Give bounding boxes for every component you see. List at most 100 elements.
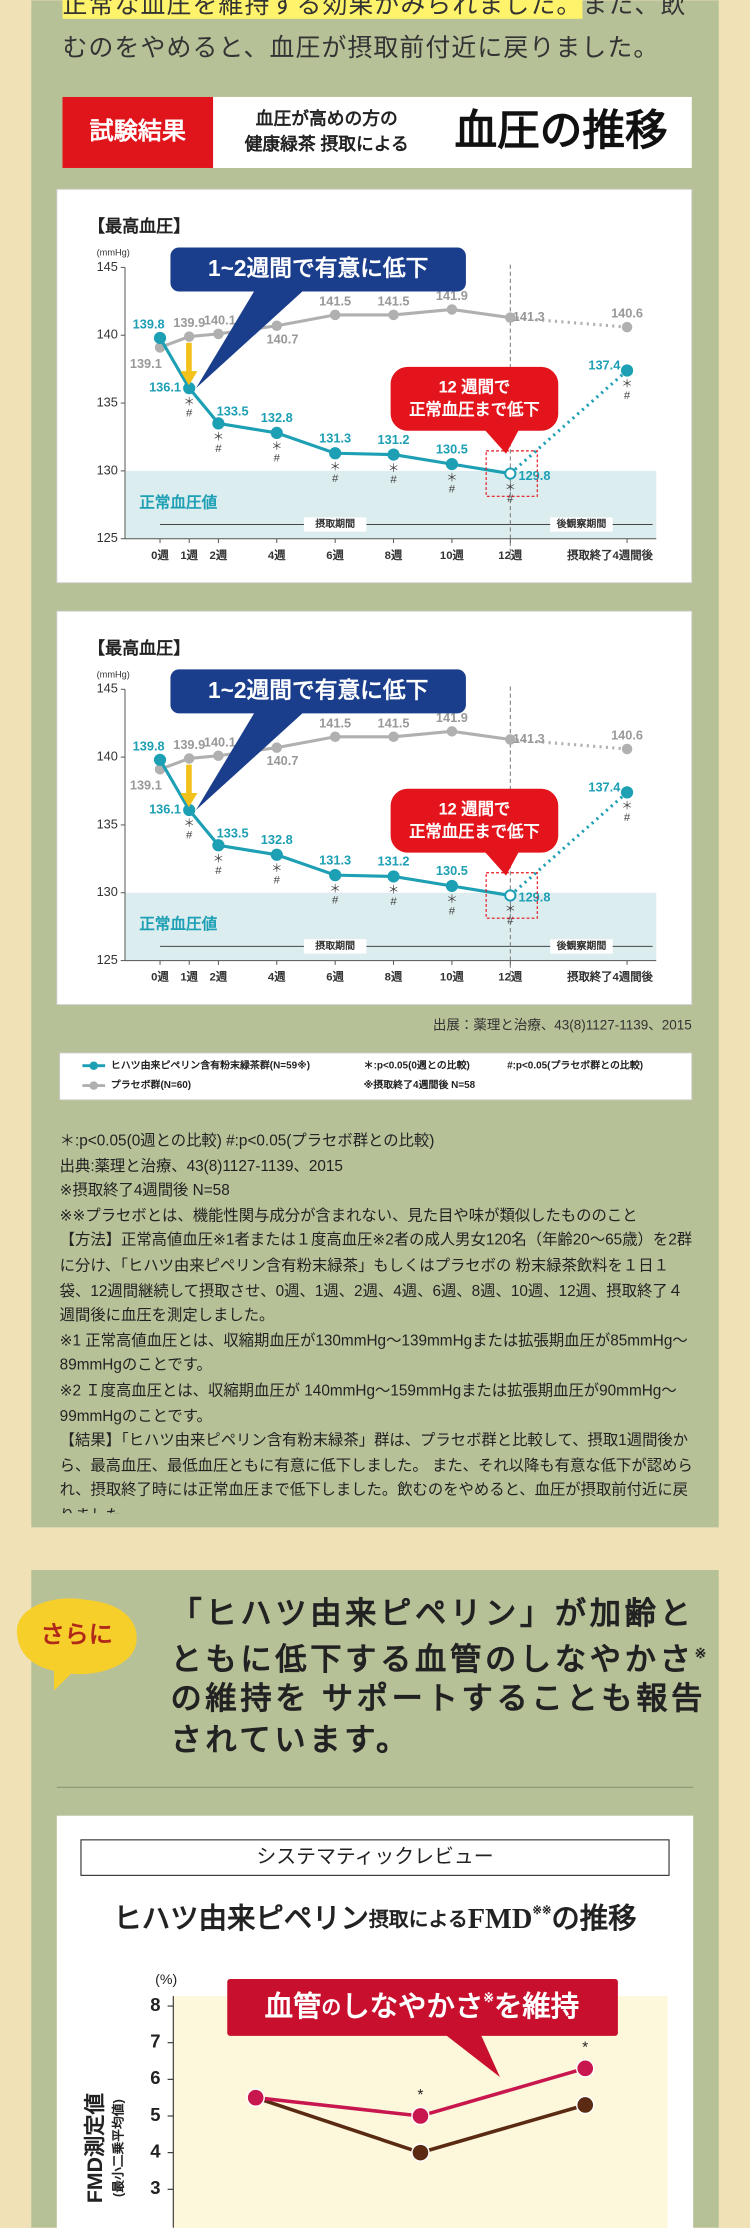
legend-note: ※摂取終了4週間後 N=58: [364, 1078, 476, 1091]
significance-mark: ＊: [505, 904, 516, 916]
review-label-box: [80, 1839, 670, 1876]
callout-pointer: [482, 427, 520, 454]
significance-mark: #: [274, 452, 281, 464]
y-tick-label: 140: [97, 748, 118, 763]
significance-mark: #: [215, 865, 222, 877]
callout-box: [170, 247, 466, 292]
data-point: [270, 426, 283, 440]
value-label: 129.8: [518, 468, 550, 483]
value-label: 131.2: [378, 854, 410, 869]
y-tick-label: 135: [97, 394, 118, 409]
annotation: 血管のしなやかさ※を維持: [265, 1989, 580, 2022]
data-point: [505, 312, 516, 323]
x-tick-label: 10週: [440, 970, 465, 984]
data-point: [212, 839, 225, 852]
value-label: 137.4: [588, 358, 621, 373]
series-line: [509, 369, 629, 475]
title-part: ヒハツ由来ピペリン: [113, 1902, 369, 1934]
series-line: [510, 737, 628, 751]
legend-swatch-dot: [89, 1081, 99, 1090]
significance-mark: ＊: [621, 801, 632, 813]
period-label: 摂取期間: [315, 939, 355, 952]
series-line: [158, 759, 511, 898]
period-label-bg: [303, 517, 367, 532]
result-subtitle: 健康緑茶 摂取による: [244, 133, 409, 154]
highlight-square: [485, 872, 538, 919]
value-label: 141.3: [513, 731, 545, 746]
data-point: [213, 750, 224, 762]
y-tick-label: 4: [150, 2141, 161, 2162]
x-tick-label: 0週: [151, 548, 169, 562]
y-unit: (mmHg): [97, 248, 130, 258]
data-point: [445, 457, 459, 471]
significance-mark: #: [274, 874, 281, 886]
result-subtitle: 血圧が高めの方の: [256, 107, 398, 128]
value-label: 131.3: [319, 852, 351, 867]
source: 出展：薬理と治療、43(8)1127-1139、2015: [433, 1017, 692, 1032]
y-tick-label: 140: [97, 327, 118, 342]
highlight: 「ヒハツ由来ピペリン」が加齢とともに低下する血管のしなやかさ※ の維持を サポート…: [170, 1596, 706, 1758]
intro-highlight: 正常な血圧を維持する効果がみられました。: [62, 0, 583, 19]
x-tick-label: 2週: [210, 970, 228, 984]
x-tick-label: 4週: [268, 548, 286, 562]
data-point: [411, 2106, 430, 2126]
data-point: [212, 417, 225, 430]
x-tick-label: 1週: [180, 970, 198, 984]
fmd-chart: (%) 3 4 5 6 7 8 FMD測定値 (最小二乗平均値) * * 血管のしなやかさ※を維持: [83, 1972, 668, 2228]
significance-mark: ＊: [329, 461, 340, 473]
period-label-bg: [303, 939, 367, 954]
annotation-part: を維持: [494, 1989, 579, 2022]
data-point: [387, 870, 400, 883]
x-tick-label: 2週: [210, 548, 228, 562]
data-point: [329, 447, 342, 460]
value-label: 132.8: [261, 832, 293, 847]
value-label: 140.1: [204, 312, 236, 327]
result-label-box: [62, 96, 214, 168]
intro-text: 正常な血圧を維持する効果がみられました。また、飲むのをやめると、血圧が摂取前付近…: [62, 0, 697, 69]
legend-note: ＊:p<0.05(0週との比較): [364, 1058, 470, 1071]
callout-box: [170, 669, 466, 714]
significance-mark: #: [186, 408, 193, 420]
significance-mark: #: [624, 812, 631, 824]
x-tick-label: 摂取終了4週間後: [567, 970, 653, 984]
annotation-part: ※: [483, 1991, 494, 2005]
significance-mark: ＊: [446, 894, 457, 906]
y-label: FMD測定値: [83, 2093, 107, 2203]
value-label: 132.8: [261, 410, 293, 425]
y-tick-label: 125: [97, 952, 118, 967]
value-label: 133.5: [217, 825, 249, 840]
significance-mark: ＊: [329, 883, 340, 895]
y-tick-label: 145: [97, 259, 118, 274]
value-label: 131.2: [378, 432, 410, 447]
y-tick-label: 130: [97, 462, 118, 477]
value-label: 140.1: [204, 734, 236, 749]
data-point: [575, 2059, 595, 2078]
significance-mark: #: [507, 493, 514, 505]
annotation-part: しなやかさ: [341, 1990, 483, 2022]
badge-shape: [16, 1598, 137, 1691]
data-point: [446, 726, 458, 737]
period-label: 後観察期間: [556, 939, 607, 952]
title-part: ※※: [532, 1904, 551, 1916]
x-tick-label: 0週: [151, 970, 169, 984]
value-label: 141.9: [436, 710, 468, 725]
y-tick-label: 130: [97, 884, 118, 899]
badge-text: さらに: [41, 1621, 113, 1648]
chart-title: 【最高血圧】: [88, 638, 190, 658]
callout-pointer: [196, 710, 306, 811]
review-label: システマティックレビュー: [256, 1846, 493, 1868]
significance-mark: *: [417, 2087, 423, 2104]
review-title: ヒハツ由来ピペリン摂取によるFMD※※の推移: [113, 1902, 636, 1934]
result-label: 試験結果: [90, 117, 187, 145]
decline-arrow: [180, 342, 198, 386]
x-tick-label: 8週: [385, 548, 403, 562]
callout-text: 12 週間で: [439, 378, 511, 396]
legend-label: プラセボ群(N=60): [111, 1078, 191, 1091]
title-part: の推移: [551, 1902, 636, 1934]
value-label: 140.6: [611, 306, 643, 321]
significance-mark: ＊: [388, 463, 399, 475]
data-point: [504, 467, 517, 480]
intro-rest: また、飲むのをやめると、血圧が摂取前付近に戻りました。: [62, 0, 687, 62]
